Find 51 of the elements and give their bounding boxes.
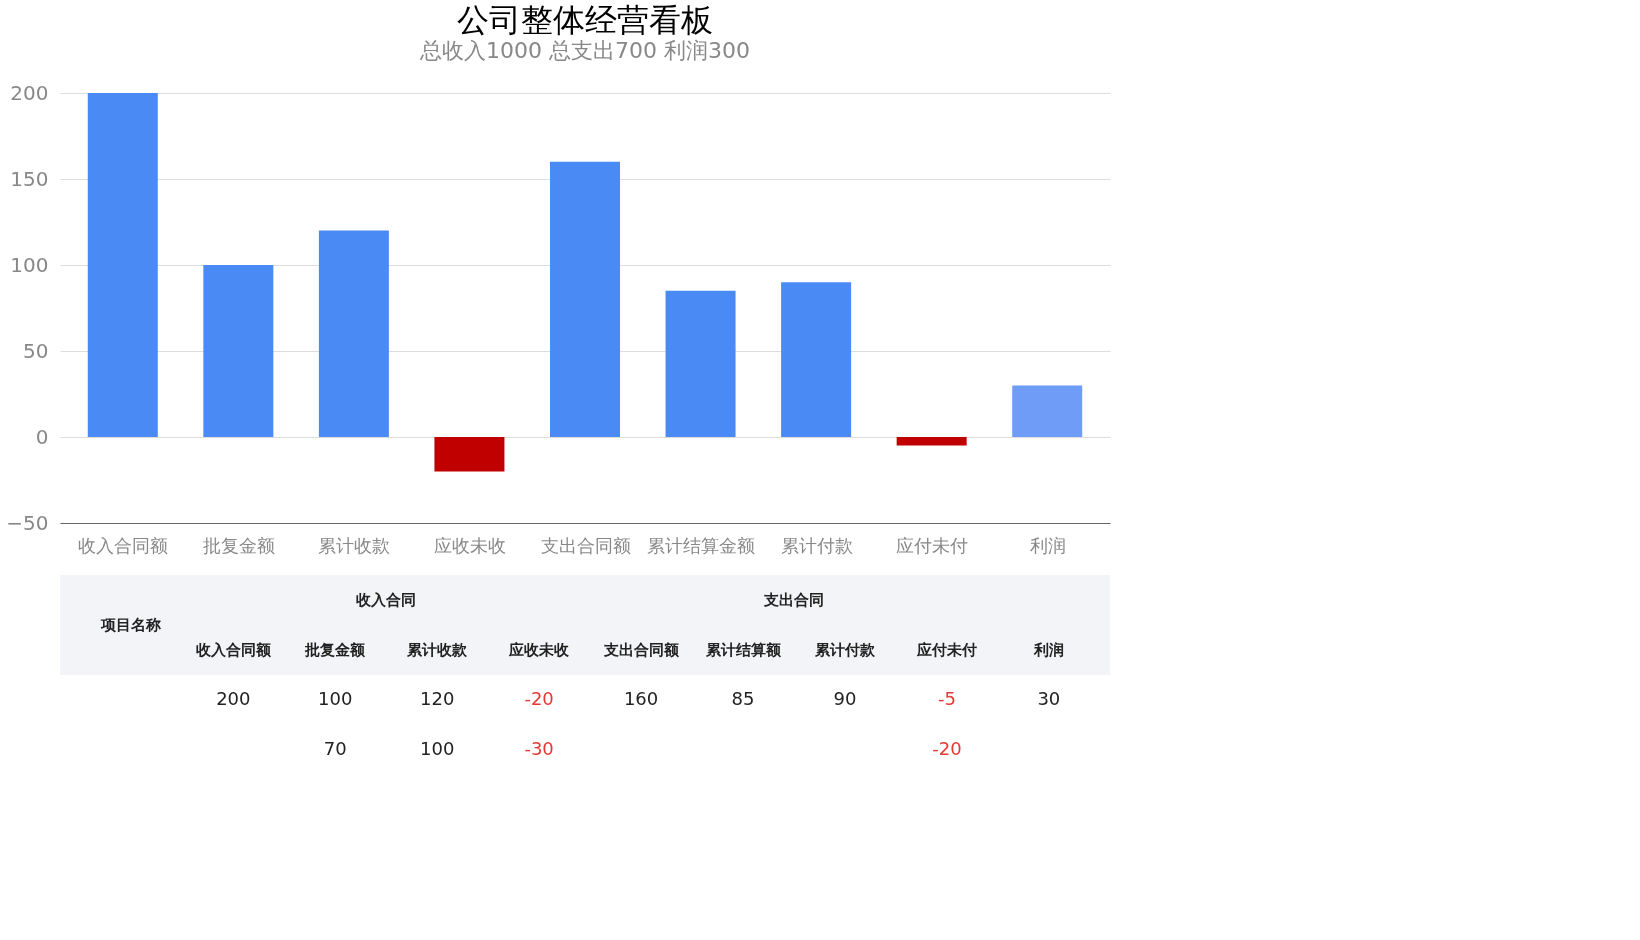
text: 支出合同 xyxy=(762,591,824,609)
bar xyxy=(434,437,505,472)
category-label: 批复金额 xyxy=(304,641,367,659)
y-tick-label: 50 xyxy=(23,338,49,363)
data-label: -20 xyxy=(932,738,962,759)
data-label: -30 xyxy=(524,738,554,759)
x-tick-label: 累计结算金额 xyxy=(647,534,756,556)
bar xyxy=(203,265,274,437)
data-label: -20 xyxy=(524,688,554,709)
x-tick-label: 支出合同额 xyxy=(540,534,631,556)
category-label: 应收未收 xyxy=(508,641,571,659)
y-tick-label: 100 xyxy=(10,252,49,277)
y-tick-label: 200 xyxy=(10,80,49,105)
data-label: 85 xyxy=(731,688,755,709)
data-label: 90 xyxy=(833,688,857,709)
chart-subtitle: 总收入1000 总支出700 利润300 xyxy=(419,38,750,63)
data-label: 30 xyxy=(1037,688,1061,709)
x-tick-label: 利润 xyxy=(1029,534,1066,556)
chart-title: 公司整体经营看板 xyxy=(457,1,713,39)
data-label: 200 xyxy=(216,688,251,709)
bar xyxy=(87,93,158,437)
category-label: 应付未付 xyxy=(915,641,977,659)
bar xyxy=(1012,385,1083,437)
x-tick-label: 应收未收 xyxy=(433,534,506,556)
bar xyxy=(550,161,620,437)
x-tick-label: 累计收款 xyxy=(318,534,391,556)
x-tick-label: 收入合同额 xyxy=(78,534,169,556)
category-label: 收入合同额 xyxy=(195,641,272,659)
bar xyxy=(665,290,736,437)
y-tick-label: 150 xyxy=(10,166,49,191)
category-label: 累计结算额 xyxy=(704,641,782,659)
y-tick-label: −50 xyxy=(6,510,49,535)
y-tick-label: 0 xyxy=(35,424,49,449)
data-label: 70 xyxy=(323,738,347,759)
category-label: 利润 xyxy=(1032,641,1064,659)
data-label: 100 xyxy=(318,688,353,709)
category-label: 支出合同额 xyxy=(602,641,680,659)
x-tick-label: 批复金额 xyxy=(202,534,275,556)
x-tick-label: 应付未付 xyxy=(896,534,969,556)
data-label: 160 xyxy=(623,688,659,709)
x-tick-label: 累计付款 xyxy=(780,534,853,556)
data-label: -5 xyxy=(937,688,956,709)
bar xyxy=(318,230,389,437)
bar xyxy=(896,437,967,446)
data-label: 100 xyxy=(420,738,455,759)
category-label: 累计付款 xyxy=(813,641,876,659)
data-label: 120 xyxy=(420,688,455,709)
text: 收入合同 xyxy=(356,591,417,609)
category-label: 累计收款 xyxy=(406,641,469,659)
bar xyxy=(781,282,852,437)
text: 项目名称 xyxy=(100,616,163,634)
